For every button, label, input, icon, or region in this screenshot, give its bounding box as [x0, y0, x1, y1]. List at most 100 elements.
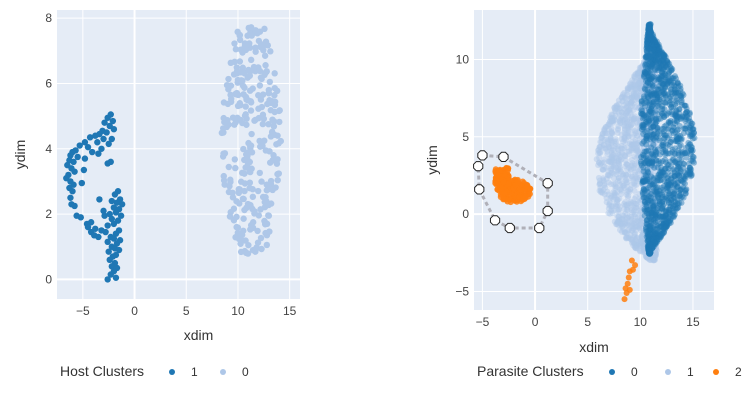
- data-point-parasite-1: [648, 123, 655, 130]
- data-point-parasite-1: [644, 203, 651, 210]
- data-point-parasite-1: [651, 228, 658, 235]
- data-point-parasite-1: [648, 101, 655, 108]
- data-point-parasite-0: [665, 126, 672, 133]
- y-tick-label: 10: [456, 52, 470, 66]
- data-point-parasite-0: [667, 195, 674, 202]
- data-point-parasite-1: [619, 216, 626, 223]
- data-point-host-0: [264, 100, 271, 108]
- data-point-parasite-1: [636, 78, 643, 85]
- data-point-host-0: [269, 186, 276, 194]
- data-point-parasite-1: [643, 237, 650, 244]
- data-point-host-0: [240, 91, 247, 98]
- data-point-host-0: [225, 75, 232, 83]
- data-point-parasite-1: [607, 121, 614, 128]
- lasso-vertex-handle[interactable]: [489, 215, 501, 226]
- y-tick-label: 0: [462, 207, 469, 221]
- data-point-parasite-1: [644, 235, 651, 242]
- data-point-parasite-1: [616, 164, 623, 171]
- data-point-parasite-1: [637, 102, 644, 109]
- data-point-parasite-1: [627, 166, 634, 173]
- data-point-host-0: [235, 189, 243, 197]
- data-point-parasite-1: [599, 133, 606, 140]
- data-point-parasite-1: [651, 168, 658, 175]
- data-point-parasite-1: [648, 92, 655, 99]
- lasso-vertex-handle[interactable]: [498, 151, 509, 163]
- data-point-parasite-1: [652, 214, 659, 221]
- data-point-parasite-1: [622, 229, 629, 236]
- data-point-parasite-1: [617, 221, 624, 228]
- data-point-parasite-1: [638, 163, 645, 170]
- data-point-parasite-1: [638, 124, 645, 131]
- data-point-host-0: [271, 92, 278, 99]
- data-point-parasite-1: [630, 90, 637, 97]
- data-point-parasite-1: [633, 86, 640, 93]
- data-point-parasite-1: [648, 54, 655, 61]
- data-point-parasite-1: [637, 121, 644, 128]
- data-point-parasite-1: [605, 172, 612, 179]
- data-point-parasite-1: [628, 215, 635, 222]
- data-point-parasite-1: [601, 156, 608, 163]
- data-point-parasite-1: [609, 156, 616, 163]
- data-point-parasite-1: [644, 146, 651, 153]
- data-point-parasite-1: [628, 98, 635, 105]
- data-point-parasite-1: [615, 109, 622, 116]
- data-point-host-1: [112, 209, 120, 216]
- data-point-parasite-1: [633, 200, 640, 207]
- data-point-parasite-1: [630, 199, 637, 206]
- data-point-host-1: [107, 271, 114, 278]
- data-point-parasite-0: [650, 141, 657, 148]
- data-point-parasite-1: [641, 234, 648, 241]
- data-point-parasite-1: [622, 199, 629, 206]
- data-point-host-1: [84, 143, 92, 151]
- data-point-parasite-1: [624, 166, 631, 173]
- data-point-parasite-1: [643, 63, 650, 70]
- data-point-host-0: [226, 183, 233, 190]
- data-point-parasite-1: [650, 203, 657, 210]
- data-point-parasite-1: [639, 235, 646, 242]
- data-point-parasite-1: [629, 159, 636, 166]
- data-point-host-1: [96, 196, 103, 203]
- data-point-parasite-0: [645, 106, 652, 113]
- lasso-vertex-handle[interactable]: [534, 222, 545, 234]
- data-point-parasite-1: [638, 232, 645, 239]
- data-point-parasite-1: [633, 201, 640, 208]
- lasso-vertex-handle[interactable]: [474, 184, 485, 195]
- data-point-parasite-1: [643, 191, 650, 198]
- lasso-vertex-handle[interactable]: [542, 205, 553, 217]
- data-point-parasite-1: [646, 176, 653, 183]
- data-point-parasite-1: [639, 95, 646, 102]
- data-point-parasite-1: [611, 157, 618, 164]
- data-point-parasite-1: [651, 80, 658, 87]
- data-point-parasite-1: [608, 118, 615, 125]
- plot-area-parasite[interactable]: [474, 10, 714, 310]
- data-point-parasite-1: [639, 219, 646, 226]
- data-point-parasite-1: [618, 145, 625, 152]
- data-point-parasite-1: [645, 187, 652, 194]
- data-point-parasite-1: [596, 149, 603, 156]
- data-point-parasite-1: [624, 117, 631, 124]
- data-point-parasite-0: [653, 118, 660, 125]
- lasso-vertex-handle[interactable]: [542, 178, 553, 189]
- data-point-parasite-1: [650, 61, 657, 68]
- lasso-vertex-handle[interactable]: [504, 222, 515, 234]
- data-point-parasite-1: [617, 166, 624, 173]
- data-point-parasite-1: [648, 140, 655, 147]
- data-point-parasite-1: [651, 249, 658, 256]
- data-point-parasite-1: [643, 69, 650, 76]
- lasso-vertex-handle[interactable]: [477, 150, 488, 161]
- data-point-parasite-1: [649, 60, 656, 67]
- data-point-parasite-0: [644, 90, 651, 97]
- data-point-host-0: [252, 48, 259, 55]
- data-point-parasite-1: [597, 144, 604, 151]
- data-point-host-0: [266, 228, 273, 235]
- lasso-vertex-handle[interactable]: [473, 161, 484, 172]
- data-point-parasite-1: [639, 71, 646, 78]
- data-point-parasite-1: [637, 240, 644, 247]
- data-point-parasite-1: [642, 236, 649, 243]
- data-point-host-0: [256, 137, 263, 145]
- data-point-host-0: [277, 137, 285, 145]
- data-point-parasite-1: [597, 160, 604, 167]
- data-point-parasite-1: [646, 254, 653, 261]
